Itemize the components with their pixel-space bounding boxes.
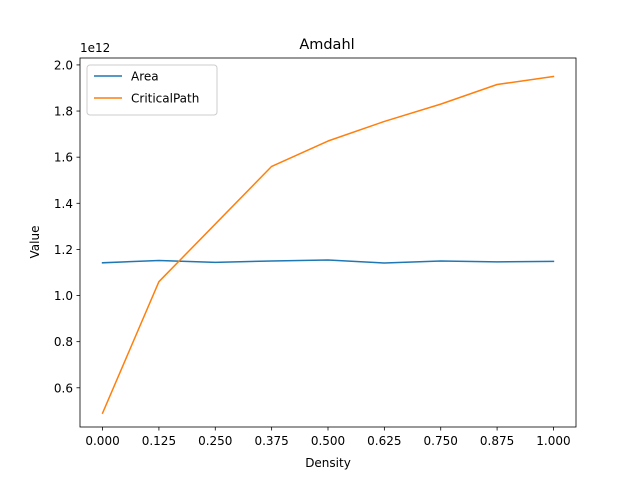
- legend-label: CriticalPath: [131, 92, 199, 106]
- y-tick-label: 2.0: [54, 58, 73, 72]
- y-offset-label: 1e12: [80, 41, 110, 55]
- x-tick-label: 0.750: [424, 434, 458, 448]
- chart-title: Amdahl: [299, 37, 354, 53]
- y-tick-label: 1.0: [54, 289, 73, 303]
- x-tick-label: 0.625: [367, 434, 401, 448]
- y-tick-label: 1.8: [54, 105, 73, 119]
- y-tick-label: 0.8: [54, 335, 73, 349]
- series-layer: [101, 75, 555, 415]
- legend-box: [86, 64, 218, 116]
- x-tick-label: 0.125: [142, 434, 176, 448]
- legend-label: Area: [131, 70, 159, 84]
- legend: Area CriticalPath: [86, 64, 218, 116]
- y-tick-label: 1.6: [54, 151, 73, 165]
- x-axis-label: Density: [305, 456, 351, 470]
- y-axis: 0.6 0.8 1.0 1.2 1.4 1.6 1.8 2.0: [54, 58, 80, 395]
- x-axis: 0.000 0.125 0.250 0.375 0.500 0.625 0.750 0.875…: [85, 427, 571, 448]
- series-line-area: [101, 259, 555, 264]
- x-tick-label: 0.500: [311, 434, 345, 448]
- x-tick-label: 0.875: [480, 434, 514, 448]
- y-tick-label: 1.4: [54, 197, 73, 211]
- x-tick-label: 0.000: [85, 434, 119, 448]
- x-tick-label: 0.375: [254, 434, 288, 448]
- series-line-criticalpath: [101, 75, 555, 415]
- y-axis-label: Value: [28, 226, 42, 259]
- y-tick-label: 0.6: [54, 381, 73, 395]
- y-tick-label: 1.2: [54, 243, 73, 257]
- x-tick-label: 1.000: [536, 434, 570, 448]
- x-tick-label: 0.250: [198, 434, 232, 448]
